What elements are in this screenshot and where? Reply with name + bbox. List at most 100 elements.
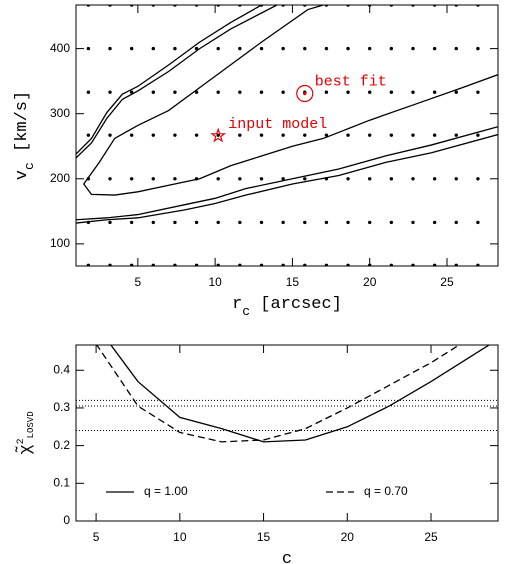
model-point <box>216 263 220 266</box>
model-point <box>303 220 307 225</box>
model-point <box>367 46 372 51</box>
curve <box>76 133 498 224</box>
model-point <box>432 220 437 225</box>
model-point <box>238 263 242 266</box>
model-point <box>303 177 307 181</box>
model-point <box>454 263 458 266</box>
model-point <box>324 263 329 266</box>
model-point <box>432 133 437 137</box>
model-point <box>367 220 372 225</box>
curve <box>76 5 278 159</box>
y-axis-label-rest: [km/s] <box>13 91 32 162</box>
model-point <box>259 46 264 51</box>
x-axis-label-rest: [arcsec] <box>250 295 342 314</box>
x-tick-label: 25 <box>440 275 454 289</box>
model-point <box>259 133 264 137</box>
x-tick-label: 10 <box>173 530 187 544</box>
x-tick-label: 15 <box>286 275 300 289</box>
x-tick-label: 10 <box>208 275 222 289</box>
model-point <box>281 220 285 225</box>
model-point <box>389 220 394 225</box>
model-point <box>129 90 134 94</box>
model-point <box>238 90 242 94</box>
marker-dot <box>303 91 307 96</box>
model-point <box>476 220 480 225</box>
model-point <box>238 177 242 181</box>
model-point <box>151 263 155 266</box>
model-point <box>454 220 458 225</box>
model-point <box>173 220 177 225</box>
model-point <box>346 220 350 225</box>
model-point <box>454 133 458 137</box>
y-tick-label: 100 <box>50 236 70 250</box>
y-tick-label: 200 <box>50 171 70 185</box>
x-axis-label: c <box>282 550 292 564</box>
model-point <box>324 220 329 225</box>
plot-area <box>76 345 498 443</box>
model-point <box>86 133 91 137</box>
model-point <box>108 133 112 137</box>
y-axis-label-main: v <box>13 170 32 180</box>
x-tick-label: 25 <box>424 530 438 544</box>
model-point <box>216 90 220 94</box>
model-point <box>151 133 155 137</box>
model-point <box>389 46 394 51</box>
model-point <box>238 220 242 225</box>
plot-area <box>76 5 498 266</box>
curve <box>110 345 491 443</box>
model-point <box>389 90 394 94</box>
model-point <box>173 263 177 266</box>
model-point <box>173 46 177 51</box>
model-point <box>281 90 285 94</box>
model-point <box>346 177 350 181</box>
model-point <box>194 133 199 137</box>
model-point <box>259 263 264 266</box>
model-point <box>303 263 307 266</box>
model-point <box>151 90 155 94</box>
curve <box>76 126 498 221</box>
model-point <box>259 220 264 225</box>
model-point <box>259 177 264 181</box>
model-point <box>432 90 437 94</box>
model-point <box>173 177 177 181</box>
model-point <box>346 133 350 137</box>
x-axis-label-main: c <box>282 550 292 564</box>
model-point <box>303 46 307 51</box>
model-point <box>108 90 112 94</box>
x-tick-label: 15 <box>257 530 271 544</box>
y-axis-label: χ̃2LOSVD <box>14 411 36 454</box>
model-point <box>173 90 177 94</box>
model-point <box>367 177 372 181</box>
model-point <box>346 263 350 266</box>
model-point <box>324 90 329 94</box>
model-point <box>129 177 134 181</box>
curve <box>82 5 498 196</box>
legend-label: q = 0.70 <box>364 484 408 498</box>
model-point <box>86 263 91 266</box>
y-axis-label-sup: 2 <box>16 438 27 444</box>
model-point <box>86 46 91 51</box>
model-point <box>411 220 415 225</box>
model-point <box>259 90 264 94</box>
frame <box>75 4 499 267</box>
model-point <box>194 263 199 266</box>
curve <box>76 5 262 155</box>
y-axis-label-sub: LOSVD <box>26 411 36 438</box>
y-tick-label: 0.4 <box>53 362 70 376</box>
model-point <box>389 177 394 181</box>
model-point <box>432 177 437 181</box>
model-point <box>432 263 437 266</box>
model-point <box>151 177 155 181</box>
model-point <box>367 133 372 137</box>
curve <box>96 345 461 443</box>
model-point <box>129 133 134 137</box>
x-tick-label: 5 <box>93 530 100 544</box>
model-point <box>129 220 134 225</box>
model-point <box>324 133 329 137</box>
model-point <box>411 133 415 137</box>
x-axis-label: rc [arcsec] <box>232 295 342 318</box>
marker-star <box>210 127 227 143</box>
annotation: input model <box>228 116 327 133</box>
model-point <box>194 220 199 225</box>
